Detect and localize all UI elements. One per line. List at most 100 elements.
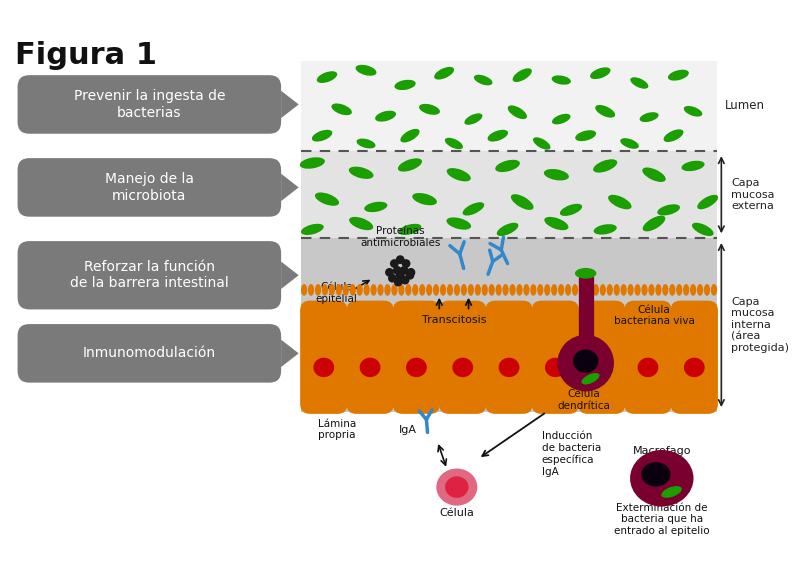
Text: Transcitosis: Transcitosis — [422, 315, 486, 325]
Ellipse shape — [315, 192, 339, 206]
FancyBboxPatch shape — [439, 301, 486, 414]
FancyBboxPatch shape — [393, 301, 440, 414]
Ellipse shape — [579, 284, 585, 296]
Ellipse shape — [489, 284, 495, 296]
Ellipse shape — [499, 358, 520, 377]
Ellipse shape — [630, 450, 693, 507]
Ellipse shape — [312, 130, 332, 141]
Ellipse shape — [475, 284, 481, 296]
Ellipse shape — [512, 68, 532, 82]
Ellipse shape — [396, 255, 405, 264]
Polygon shape — [281, 91, 299, 118]
Ellipse shape — [608, 195, 631, 209]
Ellipse shape — [683, 284, 689, 296]
Ellipse shape — [586, 284, 592, 296]
Ellipse shape — [544, 284, 551, 296]
Text: Célula
epitelial: Célula epitelial — [316, 282, 358, 304]
Ellipse shape — [419, 104, 440, 115]
Ellipse shape — [607, 284, 613, 296]
Ellipse shape — [301, 224, 324, 235]
FancyBboxPatch shape — [532, 301, 579, 414]
Ellipse shape — [697, 284, 703, 296]
Ellipse shape — [508, 105, 527, 119]
Ellipse shape — [545, 358, 566, 377]
Ellipse shape — [582, 373, 599, 384]
FancyBboxPatch shape — [347, 301, 394, 414]
Ellipse shape — [446, 217, 471, 230]
Ellipse shape — [412, 193, 437, 205]
Text: Manejo de la
microbiota: Manejo de la microbiota — [105, 172, 194, 202]
Ellipse shape — [336, 284, 342, 296]
Ellipse shape — [557, 335, 614, 391]
Ellipse shape — [575, 268, 596, 279]
Ellipse shape — [359, 358, 380, 377]
Ellipse shape — [711, 284, 717, 296]
Text: IgA: IgA — [399, 424, 417, 435]
Text: Figura 1: Figura 1 — [14, 41, 157, 70]
Ellipse shape — [350, 284, 356, 296]
Ellipse shape — [322, 284, 328, 296]
Ellipse shape — [591, 358, 612, 377]
Ellipse shape — [544, 217, 568, 230]
Ellipse shape — [301, 284, 307, 296]
Ellipse shape — [398, 224, 422, 235]
Ellipse shape — [401, 276, 410, 284]
Ellipse shape — [559, 204, 582, 216]
Ellipse shape — [648, 284, 654, 296]
Ellipse shape — [332, 104, 351, 115]
Ellipse shape — [356, 138, 375, 148]
Ellipse shape — [572, 284, 578, 296]
Ellipse shape — [593, 284, 599, 296]
Ellipse shape — [378, 284, 383, 296]
Ellipse shape — [681, 161, 705, 171]
Ellipse shape — [313, 358, 334, 377]
Bar — [300, 152, 717, 238]
Ellipse shape — [575, 130, 596, 141]
Ellipse shape — [502, 284, 508, 296]
Ellipse shape — [385, 268, 394, 277]
Ellipse shape — [393, 266, 402, 275]
Ellipse shape — [496, 284, 502, 296]
Ellipse shape — [364, 202, 387, 212]
Polygon shape — [281, 340, 299, 367]
Text: Capa
mucosa
interna
(área
protegida): Capa mucosa interna (área protegida) — [731, 297, 789, 353]
Ellipse shape — [488, 130, 508, 141]
Ellipse shape — [662, 284, 669, 296]
Ellipse shape — [530, 284, 536, 296]
Ellipse shape — [638, 358, 658, 377]
Ellipse shape — [621, 284, 626, 296]
Ellipse shape — [664, 129, 684, 142]
Ellipse shape — [315, 284, 321, 296]
Ellipse shape — [465, 113, 482, 125]
Ellipse shape — [316, 72, 337, 83]
Ellipse shape — [400, 129, 419, 142]
Ellipse shape — [634, 284, 641, 296]
Ellipse shape — [642, 216, 665, 232]
Ellipse shape — [453, 358, 473, 377]
Ellipse shape — [558, 284, 564, 296]
Ellipse shape — [524, 284, 529, 296]
Ellipse shape — [412, 284, 418, 296]
Bar — [300, 238, 717, 412]
Ellipse shape — [440, 284, 446, 296]
FancyBboxPatch shape — [300, 301, 347, 414]
Ellipse shape — [349, 217, 373, 230]
Ellipse shape — [614, 284, 620, 296]
Ellipse shape — [402, 259, 410, 268]
Ellipse shape — [371, 284, 377, 296]
Text: Capa
mucosa
externa: Capa mucosa externa — [731, 178, 775, 211]
Ellipse shape — [676, 284, 682, 296]
Ellipse shape — [573, 349, 599, 373]
Ellipse shape — [406, 268, 415, 277]
Ellipse shape — [552, 114, 571, 124]
Ellipse shape — [640, 112, 658, 122]
FancyBboxPatch shape — [485, 301, 532, 414]
FancyBboxPatch shape — [18, 75, 281, 134]
FancyBboxPatch shape — [624, 301, 672, 414]
Ellipse shape — [396, 271, 405, 280]
FancyBboxPatch shape — [18, 241, 281, 309]
Ellipse shape — [468, 284, 474, 296]
Ellipse shape — [655, 284, 662, 296]
Ellipse shape — [447, 284, 453, 296]
Text: Prevenir la ingesta de
bacterias: Prevenir la ingesta de bacterias — [73, 89, 225, 120]
